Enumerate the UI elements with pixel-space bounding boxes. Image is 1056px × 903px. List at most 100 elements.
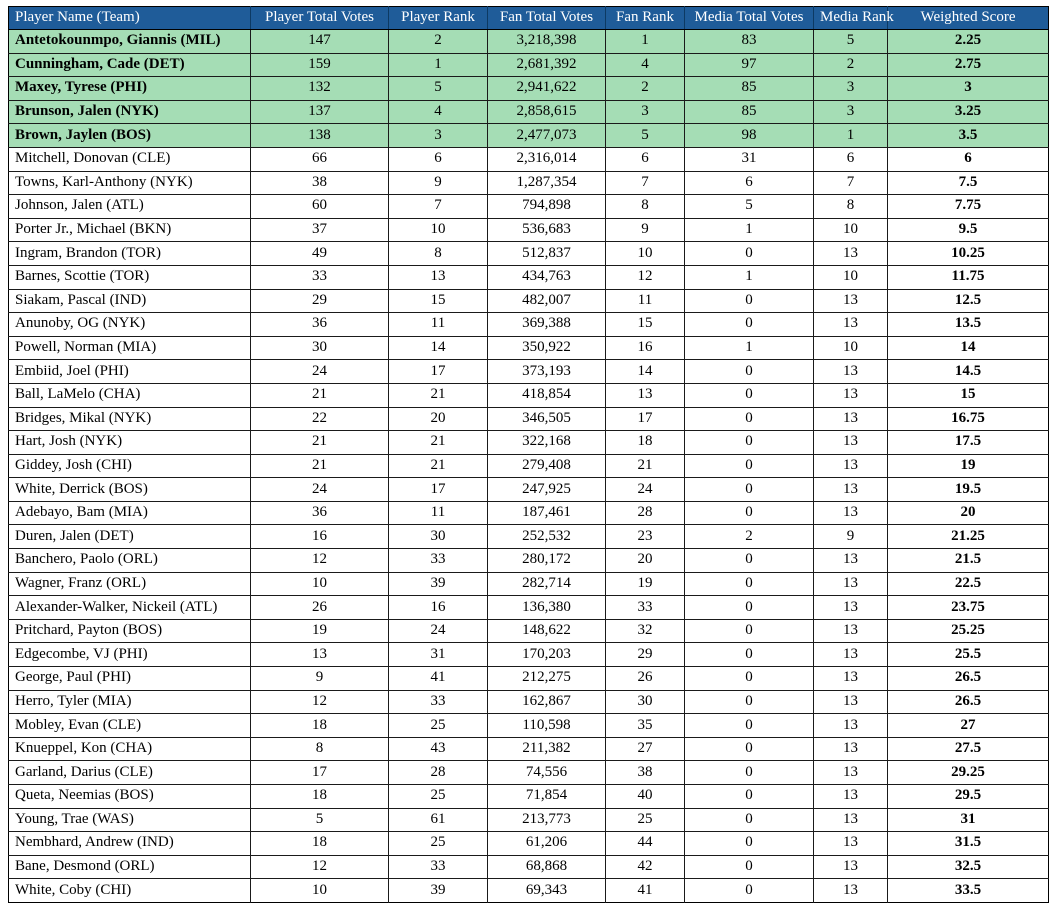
cell-player-rank: 43 (388, 736, 488, 762)
table-row[interactable]: Mitchell, Donovan (CLE) 66 6 2,316,014 6 31 6 6 (8, 146, 1049, 172)
cell-media-rank: 13 (813, 689, 888, 715)
column-header-player-name[interactable]: Player Name (Team) (8, 6, 251, 30)
cell-weighted-score: 25.5 (887, 642, 1049, 668)
cell-fan-total-votes: 187,461 (487, 500, 606, 526)
cell-player-name: Herro, Tyler (MIA) (8, 689, 251, 715)
cell-weighted-score: 32.5 (887, 854, 1049, 880)
cell-player-name: Johnson, Jalen (ATL) (8, 194, 251, 219)
cell-player-name: White, Coby (CHI) (8, 878, 251, 903)
cell-player-total-votes: 18 (250, 784, 389, 809)
table-row[interactable]: Hart, Josh (NYK) 21 21 322,168 18 0 13 17.5 (8, 430, 1049, 455)
table-row[interactable]: Antetokounmpo, Giannis (MIL) 147 2 3,218,39… (8, 29, 1049, 54)
table-row[interactable]: Garland, Darius (CLE) 17 28 74,556 38 0 13 29.2… (8, 760, 1049, 785)
cell-media-total-votes: 0 (684, 784, 814, 809)
column-header-player-rank[interactable]: Player Rank (388, 6, 488, 30)
cell-media-total-votes: 98 (684, 123, 814, 148)
cell-fan-total-votes: 350,922 (487, 335, 606, 361)
table-row[interactable]: Cunningham, Cade (DET) 159 1 2,681,392 4 97 2 2… (8, 52, 1049, 78)
cell-fan-rank: 19 (605, 571, 685, 597)
table-row[interactable]: Powell, Norman (MIA) 30 14 350,922 16 1 10 14 (8, 335, 1049, 361)
cell-player-name: Brown, Jaylen (BOS) (8, 123, 251, 148)
table-row[interactable]: Nembhard, Andrew (IND) 18 25 61,206 44 0 13 31.… (8, 831, 1049, 856)
cell-fan-rank: 2 (605, 76, 685, 101)
cell-fan-total-votes: 213,773 (487, 807, 606, 833)
cell-media-total-votes: 0 (684, 359, 814, 384)
votes-table-container: Player Name (Team) Player Total Votes Pl… (8, 6, 1049, 903)
cell-player-name: Embiid, Joel (PHI) (8, 359, 251, 384)
table-row[interactable]: White, Coby (CHI) 10 39 69,343 41 0 13 33.5 (8, 878, 1049, 903)
table-row[interactable]: Maxey, Tyrese (PHI) 132 5 2,941,622 2 85 3 3 (8, 76, 1049, 101)
table-row[interactable]: Mobley, Evan (CLE) 18 25 110,598 35 0 13 27 (8, 713, 1049, 738)
table-row[interactable]: Anunoby, OG (NYK) 36 11 369,388 15 0 13 13.5 (8, 312, 1049, 337)
cell-player-total-votes: 159 (250, 52, 389, 78)
cell-fan-rank: 24 (605, 477, 685, 502)
table-row[interactable]: Ball, LaMelo (CHA) 21 21 418,854 13 0 13 15 (8, 382, 1049, 408)
cell-weighted-score: 14.5 (887, 359, 1049, 384)
cell-media-total-votes: 85 (684, 76, 814, 101)
table-row[interactable]: Alexander-Walker, Nickeil (ATL) 26 16 136,3… (8, 595, 1049, 620)
column-header-weighted-score[interactable]: Weighted Score (887, 6, 1049, 30)
table-row[interactable]: Brown, Jaylen (BOS) 138 3 2,477,073 5 98 1 3.5 (8, 123, 1049, 148)
table-row[interactable]: Duren, Jalen (DET) 16 30 252,532 23 2 9 21.25 (8, 524, 1049, 550)
table-row[interactable]: Porter Jr., Michael (BKN) 37 10 536,683 9 1 10… (8, 217, 1049, 243)
cell-fan-total-votes: 282,714 (487, 571, 606, 597)
table-row[interactable]: Queta, Neemias (BOS) 18 25 71,854 40 0 13 29.5 (8, 784, 1049, 809)
cell-fan-rank: 10 (605, 241, 685, 266)
cell-media-rank: 10 (813, 217, 888, 243)
cell-fan-total-votes: 110,598 (487, 713, 606, 738)
cell-media-rank: 1 (813, 123, 888, 148)
table-row[interactable]: Adebayo, Bam (MIA) 36 11 187,461 28 0 13 20 (8, 500, 1049, 526)
cell-fan-total-votes: 2,316,014 (487, 146, 606, 172)
cell-player-total-votes: 12 (250, 548, 389, 573)
cell-fan-total-votes: 2,681,392 (487, 52, 606, 78)
cell-fan-rank: 42 (605, 854, 685, 880)
column-header-media-total-votes[interactable]: Media Total Votes (684, 6, 814, 30)
cell-player-name: Siakam, Pascal (IND) (8, 288, 251, 314)
cell-media-total-votes: 0 (684, 288, 814, 314)
table-row[interactable]: Bridges, Mikal (NYK) 22 20 346,505 17 0 13 16.7… (8, 406, 1049, 432)
table-row[interactable]: Banchero, Paolo (ORL) 12 33 280,172 20 0 13 21.… (8, 548, 1049, 573)
cell-weighted-score: 7.5 (887, 170, 1049, 196)
table-row[interactable]: Bane, Desmond (ORL) 12 33 68,868 42 0 13 32.5 (8, 854, 1049, 880)
table-row[interactable]: Edgecombe, VJ (PHI) 13 31 170,203 29 0 13 25.5 (8, 642, 1049, 668)
cell-fan-total-votes: 369,388 (487, 312, 606, 337)
cell-player-name: Nembhard, Andrew (IND) (8, 831, 251, 856)
column-header-player-total-votes[interactable]: Player Total Votes (250, 6, 389, 30)
cell-fan-total-votes: 2,941,622 (487, 76, 606, 101)
cell-media-total-votes: 97 (684, 52, 814, 78)
table-row[interactable]: Towns, Karl-Anthony (NYK) 38 9 1,287,354 7 6 7… (8, 170, 1049, 196)
cell-player-total-votes: 38 (250, 170, 389, 196)
cell-weighted-score: 9.5 (887, 217, 1049, 243)
column-header-fan-total-votes[interactable]: Fan Total Votes (487, 6, 606, 30)
cell-player-rank: 6 (388, 146, 488, 172)
table-row[interactable]: Herro, Tyler (MIA) 12 33 162,867 30 0 13 26.5 (8, 689, 1049, 715)
cell-weighted-score: 26.5 (887, 666, 1049, 691)
cell-player-name: Ingram, Brandon (TOR) (8, 241, 251, 266)
cell-player-total-votes: 21 (250, 453, 389, 479)
table-row[interactable]: Knueppel, Kon (CHA) 8 43 211,382 27 0 13 27.5 (8, 736, 1049, 762)
table-row[interactable]: Ingram, Brandon (TOR) 49 8 512,837 10 0 13 10.2… (8, 241, 1049, 266)
column-header-media-rank[interactable]: Media Rank (813, 6, 894, 30)
table-row[interactable]: White, Derrick (BOS) 24 17 247,925 24 0 13 19.5 (8, 477, 1049, 502)
table-row[interactable]: George, Paul (PHI) 9 41 212,275 26 0 13 26.5 (8, 666, 1049, 691)
table-row[interactable]: Wagner, Franz (ORL) 10 39 282,714 19 0 13 22.5 (8, 571, 1049, 597)
cell-media-rank: 13 (813, 666, 888, 691)
table-row[interactable]: Embiid, Joel (PHI) 24 17 373,193 14 0 13 14.5 (8, 359, 1049, 384)
table-row[interactable]: Pritchard, Payton (BOS) 19 24 148,622 32 0 13 2… (8, 618, 1049, 644)
cell-player-rank: 21 (388, 453, 488, 479)
cell-fan-total-votes: 252,532 (487, 524, 606, 550)
cell-player-rank: 15 (388, 288, 488, 314)
column-header-fan-rank[interactable]: Fan Rank (605, 6, 685, 30)
table-row[interactable]: Barnes, Scottie (TOR) 33 13 434,763 12 1 10 11.… (8, 264, 1049, 290)
table-row[interactable]: Siakam, Pascal (IND) 29 15 482,007 11 0 13 12.5 (8, 288, 1049, 314)
cell-player-total-votes: 137 (250, 99, 389, 125)
table-row[interactable]: Johnson, Jalen (ATL) 60 7 794,898 8 5 8 7.75 (8, 194, 1049, 219)
cell-fan-rank: 25 (605, 807, 685, 833)
cell-weighted-score: 3 (887, 76, 1049, 101)
cell-player-total-votes: 49 (250, 241, 389, 266)
table-row[interactable]: Young, Trae (WAS) 5 61 213,773 25 0 13 31 (8, 807, 1049, 833)
cell-fan-rank: 32 (605, 618, 685, 644)
table-row[interactable]: Brunson, Jalen (NYK) 137 4 2,858,615 3 85 3 3.2… (8, 99, 1049, 125)
table-row[interactable]: Giddey, Josh (CHI) 21 21 279,408 21 0 13 19 (8, 453, 1049, 479)
cell-media-total-votes: 0 (684, 430, 814, 455)
